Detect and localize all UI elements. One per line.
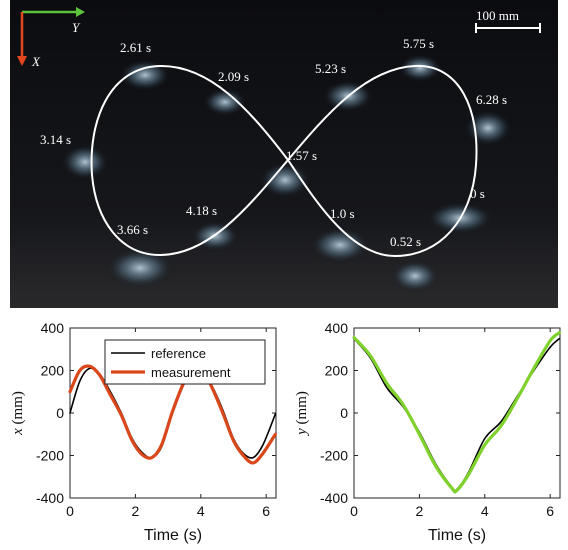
timestamp-label: 1.0 s: [330, 206, 355, 221]
legend-label: measurement: [151, 365, 231, 380]
y-axis-arrow-label: Y: [72, 20, 81, 35]
x-tick-label: 0: [350, 503, 358, 519]
timestamp-label: 1.57 s: [286, 148, 317, 163]
timestamp-label: 2.09 s: [218, 69, 249, 84]
y-axis-title: x (mm): [10, 391, 26, 436]
x-axis-title: Time (s): [144, 527, 202, 544]
timestamp-label: 3.14 s: [40, 132, 71, 147]
timestamp-label: 6.28 s: [476, 92, 507, 107]
x-tick-label: 0: [66, 503, 74, 519]
x-tick-label: 2: [131, 503, 139, 519]
x-axis-arrow-label: X: [31, 54, 41, 69]
timestamp-label: 3.66 s: [117, 222, 148, 237]
x-tick-label: 6: [546, 503, 554, 519]
y-tick-label: 200: [325, 363, 349, 379]
x-axis-title: Time (s): [428, 527, 486, 544]
y-tick-label: -200: [320, 448, 348, 464]
x-tick-label: 2: [415, 503, 423, 519]
legend-box: [104, 339, 266, 385]
y-tick-label: 400: [41, 320, 65, 336]
y-tick-label: 0: [340, 405, 348, 421]
y-tick-label: 0: [56, 405, 64, 421]
timestamp-label: 5.23 s: [315, 61, 346, 76]
legend-label: reference: [151, 346, 206, 361]
coordinate-axes: Y X: [17, 7, 85, 69]
scale-bar: 100 mm: [475, 8, 541, 33]
x-tick-label: 4: [197, 503, 205, 519]
y-tick-label: -400: [320, 490, 348, 506]
timestamp-label: 0.52 s: [390, 234, 421, 249]
timestamp-label: 0 s: [470, 186, 485, 201]
y-axis-title: y (mm): [294, 391, 310, 437]
x-tick-label: 4: [481, 503, 489, 519]
timestamp-labels: 2.61 s 2.09 s 5.23 s 5.75 s 6.28 s 3.14 …: [40, 36, 507, 249]
timestamp-label: 5.75 s: [403, 36, 434, 51]
y-tick-label: -400: [36, 490, 64, 506]
trajectory-photo: Y X 100 mm 2.61 s 2.09 s 5.23 s 5.75 s 6…: [10, 0, 558, 308]
plot-area: [353, 327, 561, 499]
series-line-measurement: [68, 364, 277, 465]
x-tick-label: 6: [262, 503, 270, 519]
timestamp-label: 2.61 s: [120, 40, 151, 55]
y-tick-label: -200: [36, 448, 64, 464]
figure-eight-trajectory: [90, 64, 478, 258]
y-tick-label: 400: [325, 320, 349, 336]
timestamp-label: 4.18 s: [186, 203, 217, 218]
trajectory-overlay: Y X 100 mm 2.61 s 2.09 s 5.23 s 5.75 s 6…: [10, 0, 558, 308]
y-tick-label: 200: [41, 363, 65, 379]
series-line-measurement: [352, 331, 561, 494]
scale-bar-label: 100 mm: [476, 8, 519, 23]
